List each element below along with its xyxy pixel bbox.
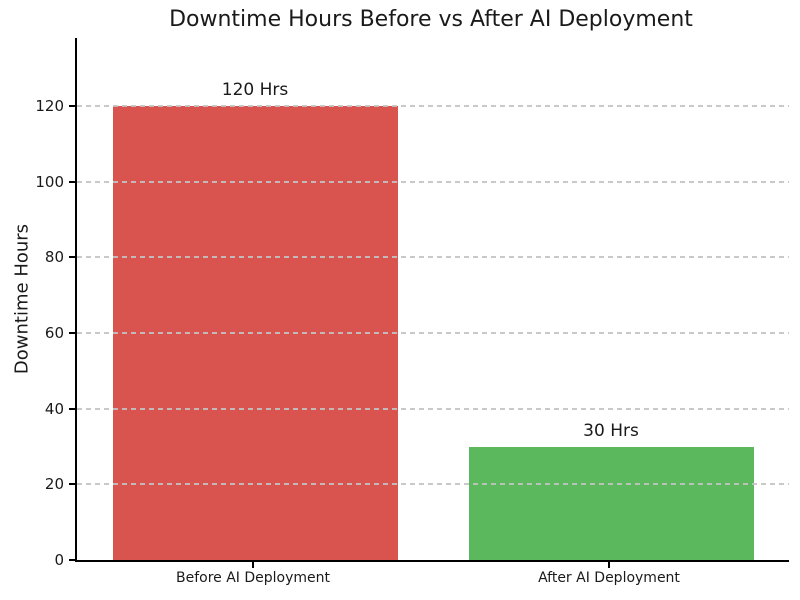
y-tick-label: 60 — [44, 324, 64, 342]
chart-title: Downtime Hours Before vs After AI Deploy… — [169, 7, 693, 32]
y-tick-mark — [69, 559, 75, 561]
y-tick-mark — [69, 105, 75, 107]
bar-value-label: 120 Hrs — [221, 80, 289, 100]
y-tick-label: 0 — [54, 551, 64, 569]
gridline-100 — [77, 181, 789, 183]
bar-1 — [469, 447, 754, 560]
y-tick-label: 40 — [44, 400, 64, 418]
x-tick-label: After AI Deployment — [538, 570, 680, 586]
gridline-80 — [77, 256, 789, 258]
y-tick-label: 80 — [44, 248, 64, 266]
y-tick-label: 100 — [35, 173, 64, 191]
x-tick-mark — [252, 562, 254, 568]
gridline-60 — [77, 332, 789, 334]
plot-area: 120 Hrs 30 Hrs — [75, 38, 789, 562]
y-tick-mark — [69, 256, 75, 258]
x-tick-label: Before AI Deployment — [175, 570, 330, 586]
y-axis-label: Downtime Hours — [11, 223, 33, 375]
y-tick-label: 120 — [35, 97, 64, 115]
y-tick-label: 20 — [44, 475, 64, 493]
gridline-120 — [77, 105, 789, 107]
bar-value-label: 30 Hrs — [583, 421, 639, 441]
y-tick-mark — [69, 332, 75, 334]
x-tick-mark — [608, 562, 610, 568]
gridline-20 — [77, 483, 789, 485]
y-tick-mark — [69, 181, 75, 183]
gridline-40 — [77, 408, 789, 410]
y-tick-mark — [69, 408, 75, 410]
y-tick-mark — [69, 483, 75, 485]
